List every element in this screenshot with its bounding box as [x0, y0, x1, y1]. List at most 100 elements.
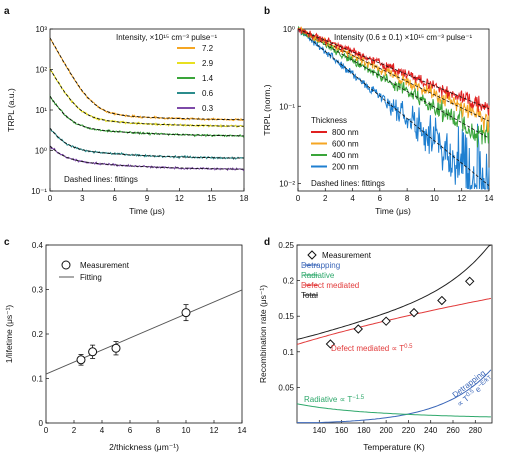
- d-legend-marker: [307, 250, 317, 260]
- c-xtick-label: 10: [182, 426, 191, 435]
- a-fit-1.4: [49, 95, 245, 137]
- panel-c-xlabel: 2/thickness (μm⁻¹): [109, 442, 179, 452]
- d-annotation-radiative: Radiative ∝ T−1.5: [304, 395, 365, 404]
- d-point: [381, 316, 391, 326]
- c-ytick-label: 0.2: [32, 330, 44, 339]
- d-point: [437, 295, 447, 306]
- panel-b: b 0 2 4 6 8 10 12 14 10⁰ 10⁻¹ 10⁻² Time (μs) TRPL …: [262, 6, 494, 216]
- d-point: [353, 324, 363, 334]
- a-legend-label: 7.2: [202, 44, 214, 53]
- b-legend-label: 600 nm: [332, 140, 359, 149]
- a-series-2.9: [49, 68, 245, 128]
- a-legend-label: 2.9: [202, 59, 214, 68]
- panel-c-legend: Measurement Fitting: [59, 260, 130, 282]
- panel-a-legend-title: Intensity, ×10¹⁵ cm⁻³ pulse⁻¹: [116, 33, 218, 42]
- a-xtick-label: 18: [240, 194, 249, 203]
- panel-d: d 140 160 180 200 220 240 260 280 0.05 0.1 0.15 0.2…: [258, 237, 495, 452]
- c-xtick-label: 0: [44, 426, 49, 435]
- panel-a-ylabel: TRPL (a.u.): [6, 88, 16, 132]
- panel-d-ticks: 140 160 180 200 220 240 260 280 0.05 0.1 0.15 0.2 0.…: [278, 241, 482, 435]
- d-curve-detrapping: [297, 369, 492, 424]
- a-ytick-label: 10²: [35, 66, 47, 75]
- panel-a-legend: 7.2 2.9 1.4 0.6 0.3: [177, 44, 214, 113]
- c-xtick-label: 6: [128, 426, 133, 435]
- d-xtick-label: 140: [313, 426, 327, 435]
- d-point: [409, 307, 419, 318]
- d-xtick-label: 240: [424, 426, 438, 435]
- d-ytick-label: 0.15: [278, 312, 294, 321]
- a-series-0.6: [49, 128, 245, 161]
- b-xtick-label: 12: [457, 194, 466, 203]
- c-xtick-label: 2: [72, 426, 77, 435]
- b-ytick-label: 10⁻¹: [279, 102, 295, 111]
- d-curve-defect: [296, 297, 492, 345]
- a-fit-0.3: [49, 145, 244, 170]
- a-ytick-label: 10¹: [35, 106, 47, 115]
- panel-b-annotation: Dashed lines: fittings: [311, 179, 385, 188]
- b-xtick-label: 6: [378, 194, 383, 203]
- d-ytick-label: 0.05: [278, 383, 294, 392]
- b-fit-800 nm: [297, 28, 490, 109]
- c-point: [111, 343, 121, 353]
- c-xtick-label: 12: [210, 426, 219, 435]
- c-ytick-label: 0.3: [32, 286, 44, 295]
- b-fit-600 nm: [297, 28, 490, 122]
- panel-d-ylabel: Recombination rate (μs⁻¹): [258, 285, 268, 383]
- d-ytick-label: 0.1: [283, 348, 295, 357]
- d-legend-label: Defect mediated: [301, 281, 359, 290]
- d-legend-label: Radiative: [301, 271, 335, 280]
- c-ytick-label: 0.4: [32, 241, 44, 250]
- d-xtick-label: 220: [402, 426, 416, 435]
- c-xtick-label: 14: [238, 426, 247, 435]
- a-ytick-label: 10⁰: [35, 147, 47, 156]
- d-legend-label: Detrapping: [301, 261, 340, 270]
- panel-c: c 0 2 4 6 8 10 12 14 0 0.1 0.2 0.3 0.4 2/thickness (…: [4, 237, 247, 452]
- b-ytick-label: 10⁰: [283, 25, 295, 34]
- panel-a-letter: a: [4, 6, 10, 17]
- b-fit-200 nm: [297, 28, 490, 186]
- c-legend-marker: [61, 260, 71, 270]
- panel-d-xlabel: Temperature (K): [363, 442, 425, 452]
- b-legend-label: 800 nm: [332, 128, 359, 137]
- a-fit-2.9: [49, 68, 244, 127]
- c-point: [181, 308, 191, 318]
- b-xtick-label: 8: [405, 194, 410, 203]
- panel-d-plot: [296, 244, 492, 424]
- b-fit-400 nm: [297, 28, 490, 139]
- panel-a-series: [49, 37, 245, 172]
- d-xtick-label: 280: [469, 426, 483, 435]
- c-point: [88, 347, 98, 357]
- a-xtick-label: 0: [48, 194, 53, 203]
- panel-b-legend-title: Thickness: [311, 116, 347, 125]
- b-series-600 nm: [297, 26, 490, 133]
- panel-a-xlabel: Time (μs): [129, 206, 165, 216]
- d-ytick-label: 0.25: [278, 241, 294, 250]
- d-curve-total: [296, 244, 492, 340]
- a-ytick-label: 10³: [35, 25, 47, 34]
- d-xtick-label: 180: [357, 426, 371, 435]
- b-xtick-label: 4: [350, 194, 355, 203]
- d-curve-radiative: [296, 403, 491, 418]
- panel-a-ticks: 0 3 6 9 12 15 18 10⁻¹ 10⁰ 10¹ 10² 10³: [31, 25, 249, 203]
- panel-c-ylabel: 1/lifetime (μs⁻¹): [4, 305, 14, 364]
- b-xtick-label: 14: [485, 194, 494, 203]
- panel-d-frame: [296, 244, 493, 424]
- panel-c-plot: [45, 289, 243, 375]
- d-legend-label: Total: [301, 291, 318, 300]
- d-point: [465, 276, 475, 287]
- panel-c-ticks: 0 2 4 6 8 10 12 14 0 0.1 0.2 0.3 0.4: [32, 241, 247, 435]
- b-legend-label: 400 nm: [332, 151, 359, 160]
- a-xtick-label: 3: [80, 194, 85, 203]
- d-legend-label: Measurement: [322, 251, 372, 260]
- panel-b-xlabel: Time (μs): [375, 206, 411, 216]
- b-series-200 nm: [297, 28, 490, 190]
- panel-c-frame: [45, 244, 243, 424]
- d-xtick-label: 200: [379, 426, 393, 435]
- a-ytick-label: 10⁻¹: [31, 187, 47, 196]
- b-ytick-label: 10⁻²: [279, 180, 295, 189]
- c-ytick-label: 0.1: [32, 375, 44, 384]
- a-xtick-label: 12: [175, 194, 184, 203]
